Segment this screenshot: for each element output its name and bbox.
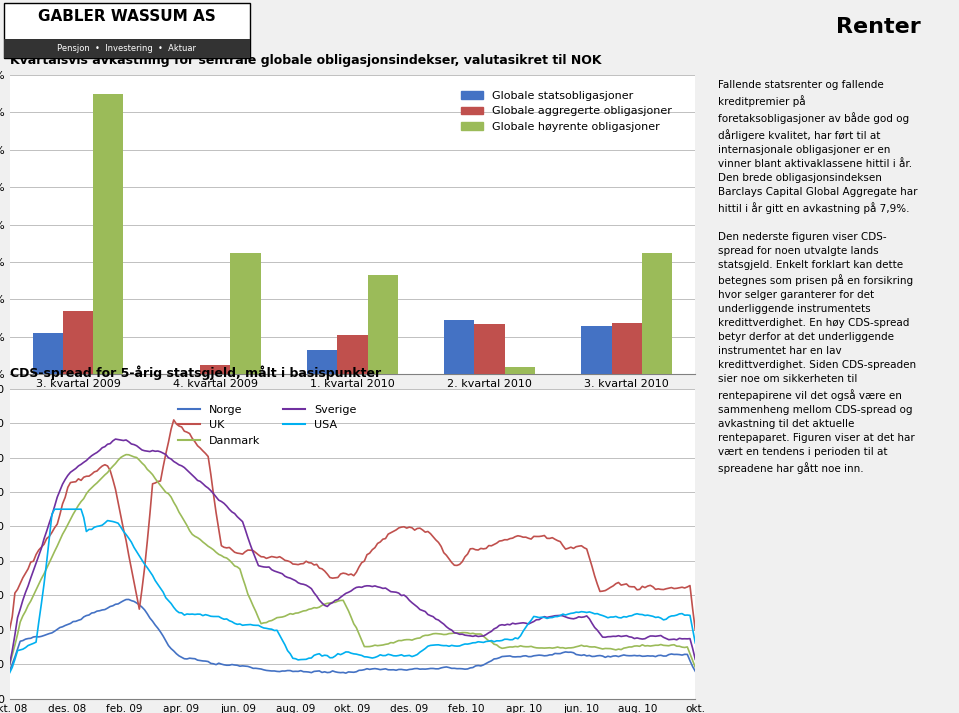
Sverige xyxy=(292,578,304,587)
UK xyxy=(168,416,179,424)
Bar xyxy=(307,350,338,374)
Sverige xyxy=(4,660,15,669)
Bar xyxy=(444,320,475,374)
FancyBboxPatch shape xyxy=(4,3,250,58)
Danmark xyxy=(120,451,131,459)
Sverige xyxy=(295,580,307,588)
UK xyxy=(661,585,672,593)
Line: Sverige: Sverige xyxy=(10,439,695,665)
Norge xyxy=(102,604,113,612)
Text: Kvartalsvis avkastning for sentrale globale obligasjonsindekser, valutasikret ti: Kvartalsvis avkastning for sentrale glob… xyxy=(10,53,601,67)
Norge xyxy=(562,648,573,657)
UK xyxy=(86,470,98,478)
USA xyxy=(49,505,60,513)
Line: Norge: Norge xyxy=(10,600,695,673)
Norge xyxy=(340,669,352,677)
USA xyxy=(105,517,116,525)
UK xyxy=(292,560,304,569)
Sverige xyxy=(560,612,572,621)
Sverige xyxy=(661,634,672,642)
FancyBboxPatch shape xyxy=(4,39,250,58)
Bar xyxy=(93,93,124,374)
Sverige xyxy=(102,440,113,448)
USA xyxy=(295,655,307,664)
UK xyxy=(690,625,701,634)
Legend: Globale statsobligasjoner, Globale aggregerte obligasjoner, Globale høyrente obl: Globale statsobligasjoner, Globale aggre… xyxy=(456,86,676,136)
UK xyxy=(560,545,572,553)
Text: Renter: Renter xyxy=(836,17,921,37)
USA xyxy=(661,615,672,623)
Bar xyxy=(33,333,63,374)
Danmark xyxy=(295,607,307,616)
Bar xyxy=(612,323,642,374)
Bar xyxy=(63,311,93,374)
Bar xyxy=(200,365,230,374)
Text: Kilde: Morningstar/Nordea/Gabler Wassum: Kilde: Morningstar/Nordea/Gabler Wassum xyxy=(480,402,689,412)
Danmark xyxy=(86,483,98,492)
Bar xyxy=(642,252,672,374)
Text: Pensjon  •  Investering  •  Aktuar: Pensjon • Investering • Aktuar xyxy=(58,44,197,53)
Bar xyxy=(504,366,535,374)
Danmark xyxy=(560,644,572,652)
Danmark xyxy=(102,468,113,477)
Bar xyxy=(367,275,398,374)
Danmark xyxy=(690,663,701,672)
Norge xyxy=(292,667,304,676)
Bar xyxy=(230,252,261,374)
Sverige xyxy=(109,435,121,443)
Sverige xyxy=(86,451,98,460)
Line: UK: UK xyxy=(10,420,695,630)
Text: GABLER WASSUM AS: GABLER WASSUM AS xyxy=(38,9,216,24)
Danmark xyxy=(292,609,304,617)
UK xyxy=(4,625,15,634)
Text: Fallende statsrenter og fallende
kreditpremier på
foretaksobligasjoner av både g: Fallende statsrenter og fallende kreditp… xyxy=(717,80,917,474)
Bar xyxy=(581,326,612,374)
Legend: Norge, UK, Danmark, Sverige, USA: Norge, UK, Danmark, Sverige, USA xyxy=(174,400,361,451)
Norge xyxy=(295,667,307,675)
Bar xyxy=(475,324,504,374)
Norge xyxy=(690,667,701,675)
USA xyxy=(4,669,15,677)
Norge xyxy=(663,650,674,659)
Danmark xyxy=(4,661,15,670)
USA xyxy=(690,639,701,647)
USA xyxy=(292,656,304,665)
Sverige xyxy=(690,655,701,664)
USA xyxy=(88,523,100,532)
Norge xyxy=(4,667,15,675)
UK xyxy=(295,560,307,568)
Line: USA: USA xyxy=(10,509,695,673)
USA xyxy=(560,611,572,620)
UK xyxy=(102,462,113,471)
Norge xyxy=(86,609,98,617)
Danmark xyxy=(661,641,672,650)
Norge xyxy=(123,595,134,604)
Bar xyxy=(338,335,367,374)
Text: CDS-spread for 5-årig statsgjeld, målt i basispunkter: CDS-spread for 5-årig statsgjeld, målt i… xyxy=(10,366,381,381)
Line: Danmark: Danmark xyxy=(10,455,695,667)
